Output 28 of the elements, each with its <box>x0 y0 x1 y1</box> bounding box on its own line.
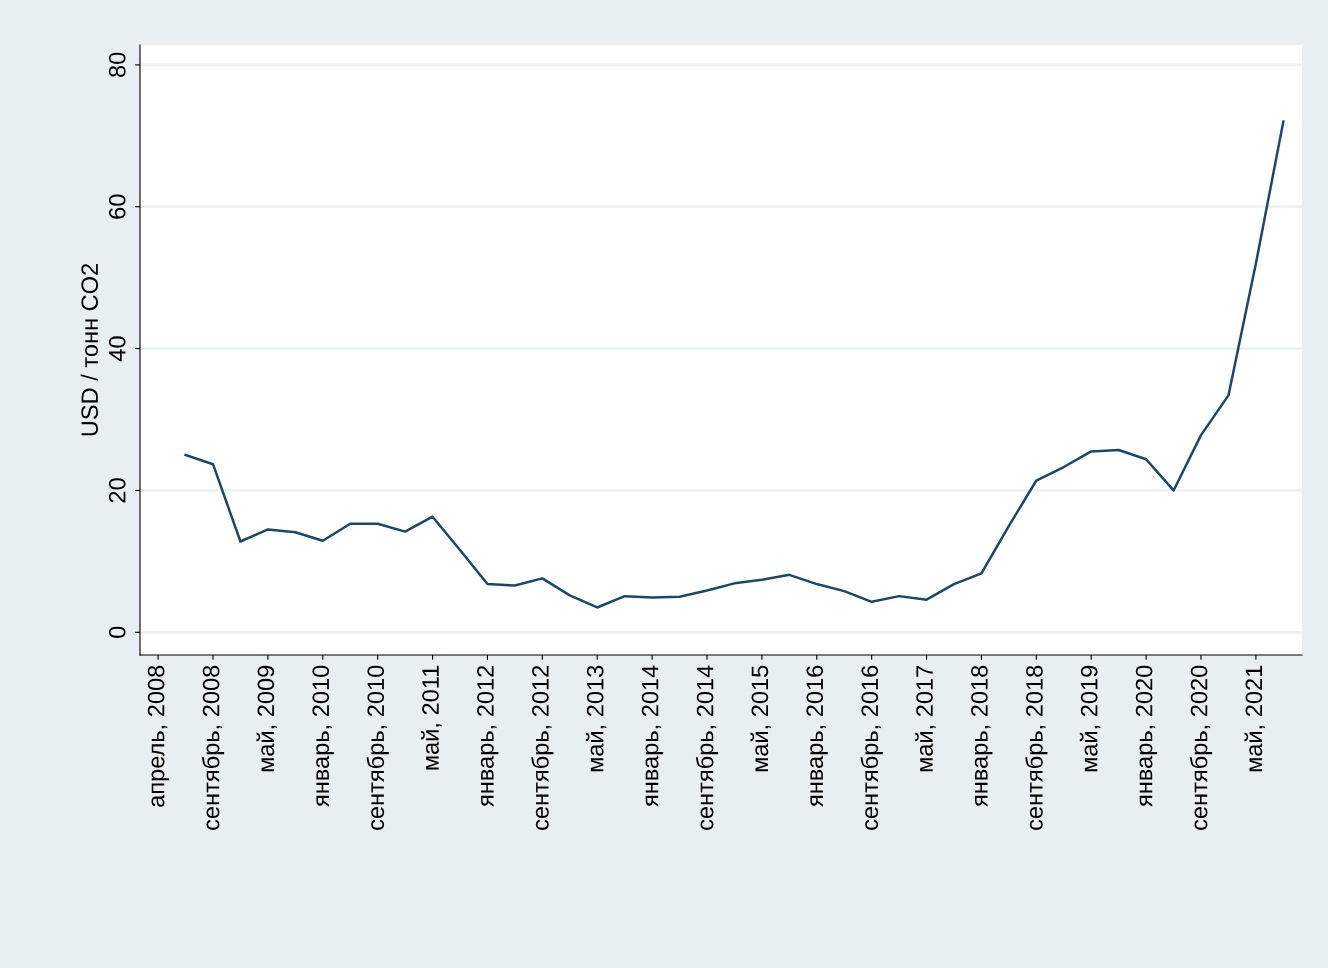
x-tick-label: январь, 2018 <box>971 665 993 807</box>
x-tick-label: май, 2009 <box>256 665 278 772</box>
x-tick-label: май, 2019 <box>1079 665 1101 772</box>
x-tick-label: январь, 2010 <box>312 665 334 807</box>
x-tick-label: сентябрь, 2012 <box>531 665 554 830</box>
x-tick-label: сентябрь, 2010 <box>366 665 389 830</box>
x-tick-label: январь, 2012 <box>477 665 499 807</box>
x-tick-label: май, 2021 <box>1244 665 1266 772</box>
y-tick-label: 0 <box>108 626 126 638</box>
y-axis-title: USD / тонн CO2 <box>80 263 99 436</box>
x-tick-label: апрель, 2008 <box>147 665 170 807</box>
x-tick-label: сентябрь, 2020 <box>1189 665 1213 830</box>
y-tick-label: 20 <box>108 478 126 503</box>
x-tick-label: сентябрь, 2016 <box>860 665 883 830</box>
x-tick-label: январь, 2016 <box>806 665 828 807</box>
x-tick-label: сентябрь, 2014 <box>695 665 719 830</box>
x-tick-label: май, 2015 <box>750 665 772 772</box>
x-tick-label: май, 2017 <box>915 665 936 772</box>
line-series <box>184 120 1285 609</box>
x-tick-label: январь, 2020 <box>1135 665 1158 807</box>
x-tick-label: сентябрь, 2008 <box>201 665 225 830</box>
y-tick-label: 80 <box>108 52 126 77</box>
y-tick-label: 40 <box>108 336 126 362</box>
x-tick-label: май, 2013 <box>585 665 607 772</box>
x-tick-label: май, 2011 <box>421 665 442 770</box>
x-tick-label: сентябрь, 2018 <box>1025 665 1048 830</box>
x-tick-label: январь, 2014 <box>641 665 664 807</box>
y-tick-label: 60 <box>108 194 126 219</box>
